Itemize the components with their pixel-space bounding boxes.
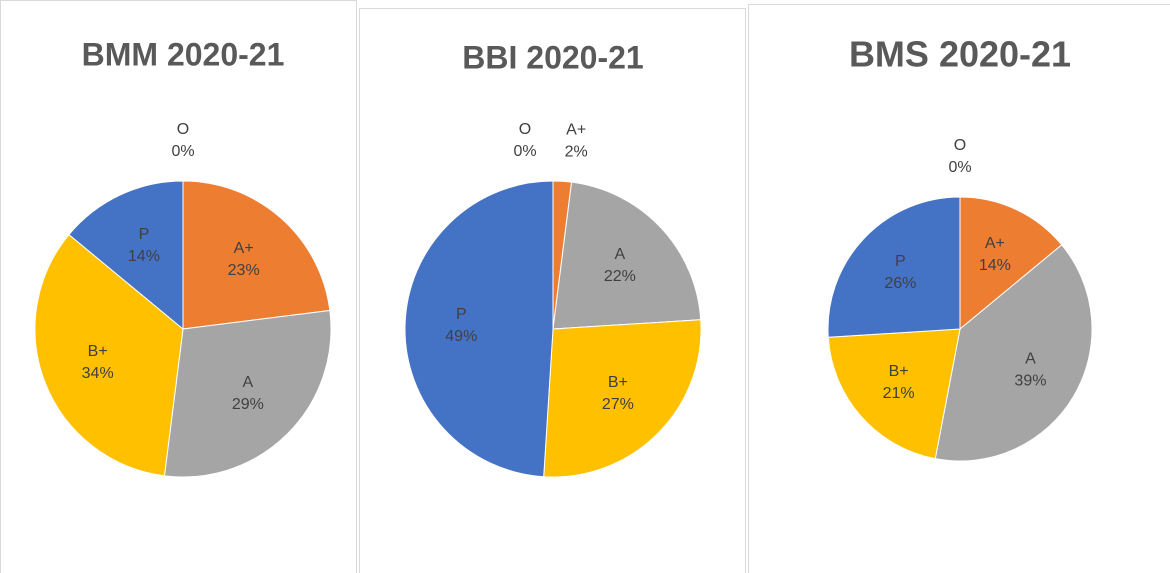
value-label: 39%: [1014, 373, 1046, 390]
data-label: A+ 2%: [565, 122, 588, 161]
category-label: A: [1025, 351, 1036, 368]
data-label: O 0%: [948, 137, 971, 176]
value-label: 21%: [883, 385, 915, 402]
pie-slice: [959, 196, 1063, 331]
data-label: P 14%: [128, 226, 160, 265]
value-label: 0%: [948, 159, 971, 176]
chart-title: BMM 2020-21: [82, 36, 285, 72]
category-label: A: [615, 246, 626, 263]
value-label: 22%: [604, 268, 636, 285]
pie-slice: [163, 309, 332, 478]
value-label: 14%: [128, 248, 160, 265]
value-label: 34%: [82, 365, 114, 382]
value-label: 49%: [445, 328, 477, 345]
value-label: 0%: [171, 143, 194, 160]
category-label: B+: [889, 363, 909, 380]
pie-slice: [827, 328, 961, 460]
category-label: O: [954, 137, 966, 154]
value-label: 27%: [602, 396, 634, 413]
category-label: P: [895, 253, 906, 270]
value-label: 23%: [228, 262, 260, 279]
category-label: A: [243, 374, 254, 391]
panel: [0, 0, 357, 573]
pie-slice: [68, 180, 184, 331]
category-label: O: [177, 121, 189, 138]
data-label: P 49%: [445, 306, 477, 345]
value-label: 26%: [884, 275, 916, 292]
category-label: O: [519, 121, 531, 138]
data-label: A 22%: [604, 246, 636, 285]
pie-slice: [552, 181, 702, 330]
data-label: O 0%: [513, 121, 536, 160]
data-label: B+ 27%: [602, 374, 634, 413]
pie-slice: [404, 180, 554, 478]
pie-slice: [182, 180, 331, 330]
panel: [748, 4, 1170, 573]
pie-slice: [934, 244, 1093, 462]
data-label: B+ 34%: [82, 343, 114, 382]
chart-title: BMS 2020-21: [849, 34, 1071, 75]
data-label: A 29%: [232, 374, 264, 413]
pie-slice: [34, 233, 184, 477]
value-label: 14%: [979, 257, 1011, 274]
data-label: A+ 14%: [979, 235, 1011, 274]
category-label: B+: [608, 374, 628, 391]
data-label: A+ 23%: [228, 240, 260, 279]
data-label: O 0%: [171, 121, 194, 160]
category-label: A+: [985, 235, 1005, 252]
data-label: B+ 21%: [883, 363, 915, 402]
category-label: A+: [566, 122, 586, 139]
category-label: P: [456, 306, 467, 323]
pie-slice: [827, 196, 961, 338]
category-label: A+: [234, 240, 254, 257]
data-label: P 26%: [884, 253, 916, 292]
value-label: 2%: [565, 144, 588, 161]
panel: [359, 8, 746, 573]
value-label: 29%: [232, 396, 264, 413]
category-label: B+: [88, 343, 108, 360]
pie-slice: [543, 319, 702, 478]
data-label: A 39%: [1014, 351, 1046, 390]
chart-title: BBI 2020-21: [462, 39, 643, 75]
category-label: P: [139, 226, 150, 243]
value-label: 0%: [513, 143, 536, 160]
